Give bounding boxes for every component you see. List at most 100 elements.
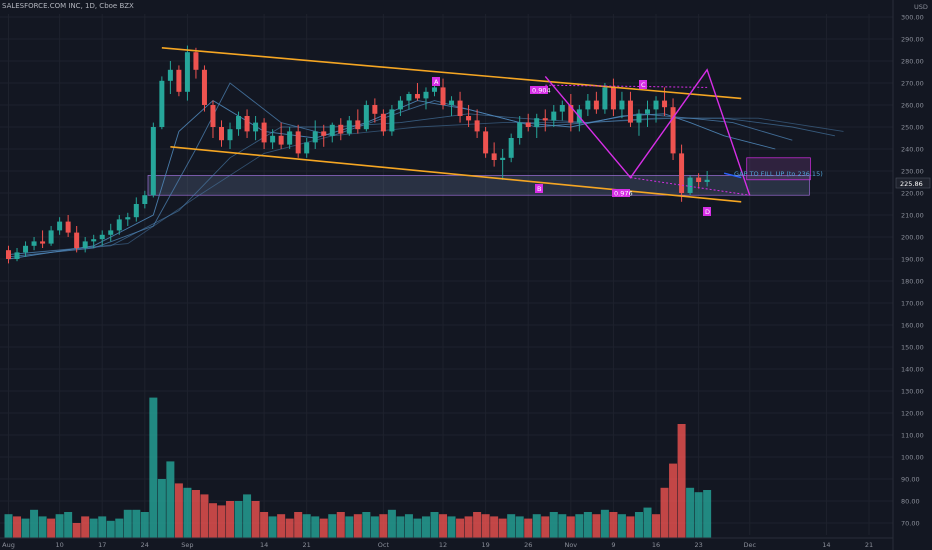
x-tick-label: 23 [694, 541, 702, 549]
candle-body [99, 234, 105, 240]
support-zone [147, 175, 810, 196]
x-tick-label: 14 [260, 541, 268, 549]
candle-body [321, 131, 327, 136]
volume-bar [115, 518, 124, 538]
candle-body [176, 69, 182, 92]
candle-body [48, 230, 54, 244]
candle-body [568, 105, 574, 123]
x-tick-label: 12 [439, 541, 447, 549]
candle-body [474, 120, 480, 132]
candle-body [304, 142, 310, 154]
volume-bar [234, 501, 243, 538]
x-tick-label: 21 [303, 541, 311, 549]
candle-body [662, 100, 668, 108]
annotation-layer [724, 172, 742, 179]
volume-bar [490, 516, 499, 538]
volume-bar [166, 461, 175, 538]
volume-bar [55, 514, 64, 538]
candle-body [696, 177, 702, 182]
x-tick-label: 21 [865, 541, 873, 549]
candle-body [679, 153, 685, 193]
candle-body [636, 113, 642, 123]
candle-body [74, 232, 80, 248]
volume-bar [507, 514, 516, 538]
x-tick-label: 26 [524, 541, 532, 549]
volume-bar [532, 514, 541, 538]
volume-bar [549, 512, 558, 538]
y-tick-label: 140.00 [901, 365, 924, 373]
candle-body [270, 135, 276, 143]
volume-bar [481, 514, 490, 538]
candle-body [159, 80, 165, 127]
volume-bar [4, 514, 13, 538]
y-tick-label: 250.00 [901, 123, 924, 131]
volume-bar [387, 509, 396, 538]
gap-box [746, 157, 811, 181]
pattern-ratio-line [630, 177, 750, 196]
candle-layer [6, 45, 710, 264]
volume-bar [370, 516, 379, 538]
volume-bar [498, 518, 507, 538]
candle-body [500, 157, 506, 160]
y-tick-label: 80.00 [901, 497, 920, 505]
candle-body [82, 241, 88, 248]
candle-body [508, 138, 514, 158]
volume-bar [439, 514, 448, 538]
candle-body [253, 122, 259, 132]
volume-bar [430, 512, 439, 538]
volume-bar [268, 516, 277, 538]
volume-bar [524, 518, 533, 538]
candle-body [372, 105, 378, 114]
candle-body [619, 100, 625, 110]
volume-bar [13, 516, 22, 538]
point-d-label: D [705, 208, 710, 216]
x-tick-label: 24 [141, 541, 149, 549]
candle-body [57, 221, 63, 231]
volume-bar [72, 523, 81, 538]
y-tick-label: 180.00 [901, 277, 924, 285]
candle-body [593, 100, 599, 110]
y-tick-label: 90.00 [901, 475, 920, 483]
volume-bar [447, 516, 456, 538]
candle-body [542, 118, 548, 121]
point-c-label: C [641, 81, 646, 89]
volume-bar [566, 516, 575, 538]
volume-bar [404, 514, 413, 538]
y-tick-label: 130.00 [901, 387, 924, 395]
y-tick-label: 150.00 [901, 343, 924, 351]
point-a-label: A [434, 78, 439, 86]
volume-bar [64, 512, 73, 538]
chart-title: SALESFORCE.COM INC, 1D, Cboe BZX [2, 2, 134, 10]
x-tick-label: Aug [2, 541, 15, 549]
volume-bar [345, 516, 354, 538]
candle-body [201, 69, 207, 105]
x-tick-label: 16 [652, 541, 660, 549]
candle-body [602, 87, 608, 110]
x-tick-label: Oct [378, 541, 390, 549]
volume-bar [200, 494, 209, 538]
candle-body [466, 116, 472, 121]
volume-bar [396, 516, 405, 538]
volume-bar [600, 509, 609, 538]
volume-bar [285, 518, 294, 538]
candle-body [227, 129, 233, 141]
y-tick-label: 260.00 [901, 101, 924, 109]
volume-bar [541, 516, 550, 538]
candle-body [491, 153, 497, 160]
volume-bar [558, 514, 567, 538]
volume-bar [226, 501, 235, 538]
candle-body [91, 239, 97, 242]
volume-bar [473, 512, 482, 538]
candle-body [551, 111, 557, 121]
volume-bar [157, 479, 166, 538]
volume-bar [208, 503, 217, 538]
candle-body [397, 100, 403, 110]
point-c-badge [639, 80, 647, 89]
x-tick-label: 17 [98, 541, 106, 549]
candle-body [312, 131, 318, 143]
y-tick-label: 240.00 [901, 145, 924, 153]
candle-body [432, 87, 437, 92]
volume-bar [302, 514, 311, 538]
volume-bar [456, 518, 465, 538]
candle-body [406, 94, 412, 101]
